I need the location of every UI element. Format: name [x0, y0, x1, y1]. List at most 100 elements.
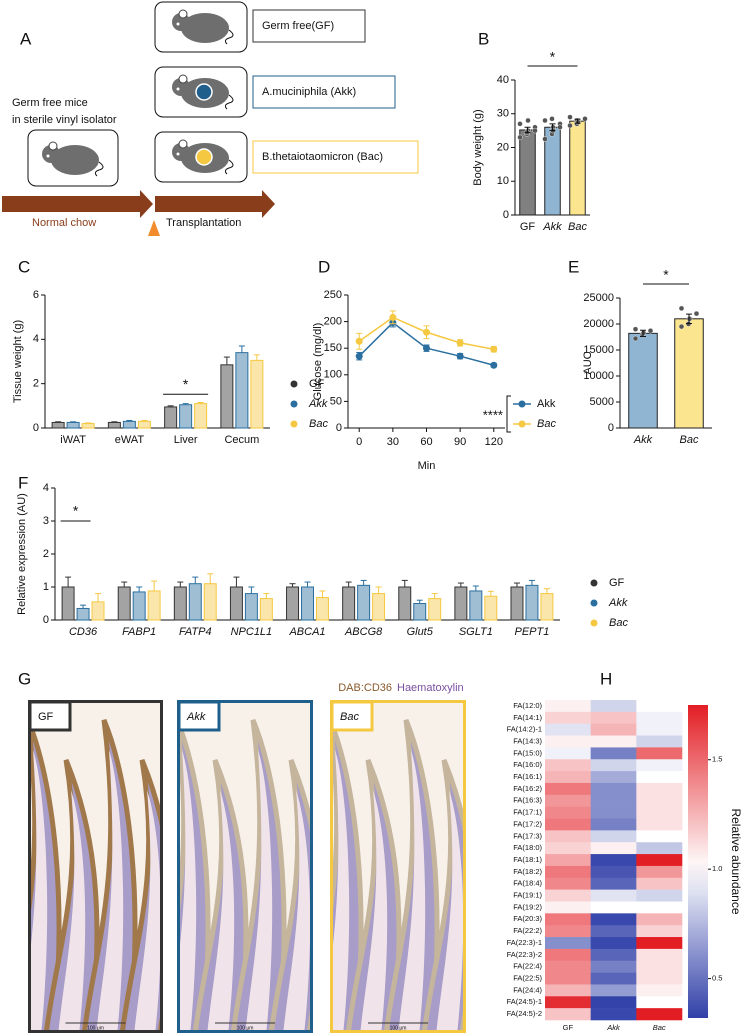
- villus-core: [360, 790, 388, 1033]
- heatmap-cell: [636, 747, 683, 760]
- error-bar: [151, 580, 158, 591]
- heatmap-cell: [545, 901, 591, 914]
- heatmap-cell: [636, 889, 683, 902]
- legend-label: GF: [609, 577, 625, 589]
- x-tick-label: Liver: [174, 434, 198, 446]
- x-tick-label: 90: [454, 436, 466, 448]
- line-point: [389, 313, 397, 321]
- significance-label: *: [183, 376, 189, 392]
- panel-letter: A: [20, 29, 32, 48]
- x-tick-label: Bac: [680, 434, 699, 446]
- y-tick-label: 30: [497, 108, 509, 120]
- bar: [484, 595, 498, 621]
- heatmap-cell: [590, 1008, 637, 1021]
- y-tick-label: 5000: [590, 396, 614, 408]
- mouse-boxes: [27, 1, 248, 187]
- bar: [413, 603, 427, 621]
- heatmap-cell: [590, 948, 637, 962]
- y-tick-label: 2: [43, 548, 49, 560]
- heatmap-cell: [590, 889, 637, 902]
- bar: [132, 591, 146, 621]
- panel-tag: [330, 700, 374, 732]
- colorbar-tick-label: 1.5: [712, 755, 722, 764]
- y-tick-label: 10: [497, 175, 509, 187]
- panel-tag-label: Akk: [186, 711, 206, 723]
- y-axis-label: Body weight (g): [472, 109, 484, 185]
- significance-label: ****: [483, 407, 503, 422]
- group-box: [252, 75, 396, 109]
- villus-core: [58, 790, 86, 1033]
- villus-core: [474, 750, 501, 1035]
- x-tick-label: FATP4: [179, 626, 212, 638]
- error-bar: [263, 593, 270, 599]
- bar: [173, 586, 187, 621]
- bar: [235, 352, 249, 429]
- bar: [372, 593, 386, 621]
- heatmap-cell: [590, 925, 637, 938]
- row-label: FA(22:4): [513, 962, 542, 971]
- y-tick-label: 0: [503, 209, 509, 221]
- heatmap-cell: [636, 972, 683, 985]
- colorbar-tick-label: 1.0: [712, 864, 722, 873]
- row-label: FA(22:2): [513, 926, 542, 935]
- group-label: Germ free(GF): [262, 20, 334, 32]
- bar: [194, 403, 208, 429]
- error-bar: [233, 576, 240, 587]
- heatmap-cell: [590, 854, 637, 867]
- scale-bar-label: 100 μm: [237, 1025, 254, 1031]
- heatmap-cell: [590, 937, 637, 950]
- heatmap-cell: [636, 960, 683, 973]
- error-bar: [472, 585, 479, 591]
- heatmap-cell: [545, 854, 591, 867]
- heatmap-cell: [545, 711, 591, 725]
- y-axis-label: Tissue weight (g): [12, 320, 24, 403]
- panel-letter: F: [18, 473, 28, 492]
- line-point: [490, 345, 498, 353]
- heatmap-cell: [636, 948, 683, 962]
- row-label: FA(14:3): [513, 736, 542, 745]
- line-point: [355, 337, 363, 345]
- heatmap-cell: [545, 925, 591, 938]
- phase-label: Transplantation: [166, 217, 241, 229]
- row-label: FA(24:4): [513, 985, 542, 994]
- y-tick-label: 250: [324, 289, 342, 301]
- error-bar: [574, 121, 581, 124]
- row-label: FA(17:3): [513, 831, 542, 840]
- heatmap-cell: [545, 877, 591, 890]
- error-bar: [524, 129, 531, 134]
- error-bar: [457, 582, 464, 587]
- data-point: [557, 124, 563, 130]
- error-bar: [401, 579, 408, 587]
- panel-tag: [28, 700, 72, 732]
- heatmap-cell: [590, 972, 637, 985]
- bar: [569, 120, 586, 216]
- y-tick-label: 6: [33, 289, 39, 301]
- error-bar: [55, 421, 62, 423]
- error-bar: [65, 576, 72, 587]
- micrograph: [177, 700, 313, 1033]
- phase-label: Normal chow: [32, 217, 96, 229]
- schematic: A Germ free(GF) A.muciniphila (Akk) B.th…: [2, 1, 419, 236]
- data-point: [532, 127, 538, 134]
- row-label: FA(16:1): [513, 772, 542, 781]
- bar: [342, 586, 356, 621]
- group-label: B.thetaiotaomicron (Bac): [262, 151, 383, 163]
- y-tick-label: 10000: [583, 370, 614, 382]
- data-point: [632, 335, 639, 342]
- villus-core: [28, 750, 48, 1033]
- group-box: [252, 9, 366, 43]
- error-bar: [167, 405, 174, 407]
- y-tick-label: 20: [497, 141, 509, 153]
- bar: [107, 421, 121, 429]
- x-tick-label: 120: [485, 436, 503, 448]
- error-bar: [289, 583, 296, 587]
- row-label: FA(16:0): [513, 760, 542, 769]
- heatmap-cell: [636, 925, 683, 938]
- colorbar-tick-label: 0.5: [712, 974, 722, 983]
- heatmap-cell: [636, 830, 683, 843]
- heatmap-cell: [636, 806, 683, 819]
- row-label: FA(16:3): [513, 796, 542, 805]
- heatmap-cell: [590, 830, 637, 843]
- legend-marker: [518, 420, 526, 428]
- heatmap-cell: [545, 735, 591, 748]
